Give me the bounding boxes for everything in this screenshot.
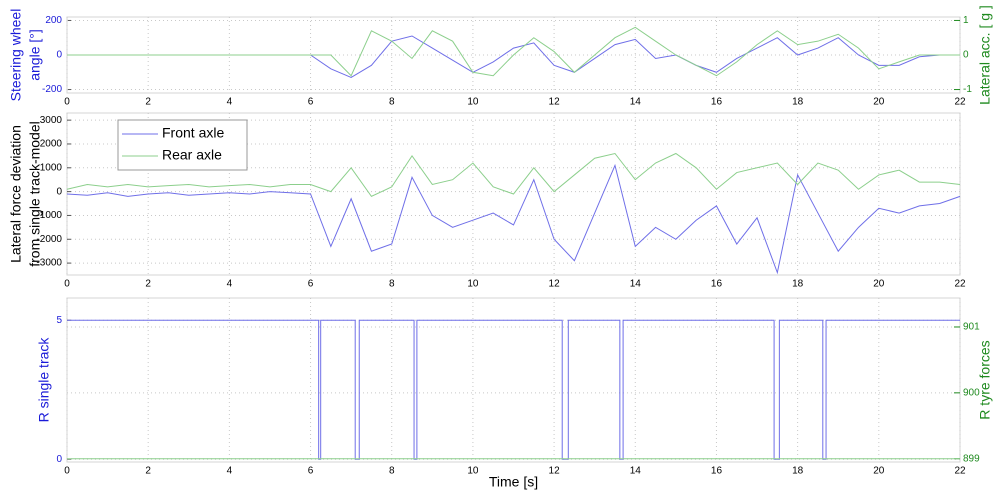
y2-axis-label: Lateral acc. [ g ]: [977, 5, 993, 105]
series-line: [66, 152, 961, 198]
y-tick-label: -2000: [36, 234, 62, 245]
legend: Front axle Rear axle: [117, 119, 248, 171]
y-tick-label: 2000: [40, 139, 63, 150]
x-tick-label: 2: [145, 97, 151, 108]
legend-box: [117, 119, 248, 171]
y-axis-label: R single track: [36, 337, 52, 423]
y-tick-label: -3000: [36, 258, 62, 269]
x-tick-label: 2: [145, 279, 151, 290]
x-tick-label: 20: [873, 97, 885, 108]
x-tick-label: 14: [630, 466, 642, 477]
x-tick-label: 2: [145, 466, 151, 477]
legend-label: Rear axle: [162, 147, 222, 163]
x-tick-label: 4: [227, 97, 233, 108]
y2-tick-label: 899: [963, 453, 980, 464]
plot-frame: [66, 297, 961, 463]
x-tick-label: 6: [308, 466, 314, 477]
x-tick-label: 8: [389, 97, 395, 108]
y-tick-label: 0: [56, 50, 62, 61]
y2-tick-label: 0: [963, 50, 969, 61]
x-tick-label: 10: [467, 279, 479, 290]
y-axis-label: from single track-model: [27, 121, 43, 267]
y-axis-label: Lateral force deviation: [8, 125, 24, 263]
y-axis-label: angle [°]: [27, 29, 43, 81]
subplot: 0 2 4 6 8 10 12 14 16 18 20 22 0 5 899 900 901 R single t…: [36, 297, 993, 490]
y-tick-label: -200: [42, 84, 62, 95]
y-tick-label: 1000: [40, 162, 63, 173]
x-tick-label: 20: [873, 466, 885, 477]
x-tick-label: 16: [711, 97, 723, 108]
subplot: 0 2 4 6 8 10 12 14 16 18 20 22 -3000 -2000 -1000 0 1000 2…: [8, 112, 966, 290]
x-tick-label: 20: [873, 279, 885, 290]
y-tick-label: 5: [56, 315, 62, 326]
x-tick-label: 18: [792, 466, 804, 477]
x-tick-label: 6: [308, 279, 314, 290]
x-tick-label: 0: [64, 279, 70, 290]
x-tick-label: 4: [227, 466, 233, 477]
y2-tick-label: 901: [963, 322, 980, 333]
x-tick-label: 8: [389, 279, 395, 290]
y2-tick-label: -1: [963, 84, 972, 95]
y-tick-label: 0: [56, 454, 62, 465]
y-axis-label: Steering wheel: [8, 9, 24, 102]
subplot: 0 2 4 6 8 10 12 14 16 18 20 22-2000200-101Steering …: [8, 5, 993, 107]
x-tick-label: 8: [389, 466, 395, 477]
x-tick-label: 0: [64, 466, 70, 477]
x-tick-label: 12: [549, 97, 561, 108]
x-tick-label: 14: [630, 97, 642, 108]
x-tick-label: 10: [467, 466, 479, 477]
x-tick-label: 16: [711, 466, 723, 477]
x-tick-label: 22: [954, 466, 966, 477]
x-tick-label: 4: [227, 279, 233, 290]
y-tick-label: 3000: [40, 115, 63, 126]
x-tick-label: 0: [64, 97, 70, 108]
x-tick-label: 18: [792, 97, 804, 108]
series-line: [67, 26, 960, 77]
series-line: [67, 319, 960, 460]
x-tick-label: 10: [467, 97, 479, 108]
x-tick-label: 14: [630, 279, 642, 290]
x-tick-label: 22: [954, 279, 966, 290]
x-tick-label: 6: [308, 97, 314, 108]
legend-label: Front axle: [162, 125, 224, 141]
series-line: [66, 163, 961, 275]
x-tick-label: 16: [711, 279, 723, 290]
series-line: [67, 35, 960, 79]
x-axis-label: Time [s]: [489, 474, 538, 490]
y2-axis-label: R tyre forces: [977, 340, 993, 419]
y2-tick-label: 900: [963, 387, 980, 398]
y-tick-label: 0: [56, 186, 62, 197]
x-tick-label: 22: [954, 97, 966, 108]
y-tick-label: 200: [45, 15, 62, 26]
x-tick-label: 12: [549, 466, 561, 477]
y-tick-label: -1000: [36, 210, 62, 221]
x-tick-label: 18: [792, 279, 804, 290]
y2-tick-label: 1: [963, 15, 969, 26]
x-tick-label: 12: [549, 279, 561, 290]
